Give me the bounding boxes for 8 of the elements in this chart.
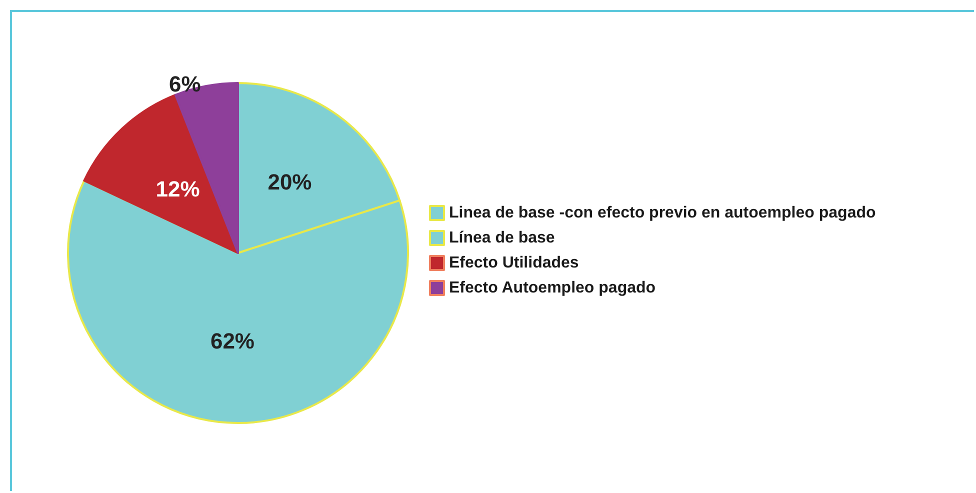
data-label: 62% [210, 328, 254, 354]
data-label: 12% [156, 176, 200, 202]
legend-label: Línea de base [449, 230, 555, 246]
legend-label: Efecto Utilidades [449, 254, 579, 272]
data-label: 6% [168, 72, 201, 97]
legend-label: Linea de base -con efecto previo en autoempleo pagado [449, 204, 876, 222]
legend-label: Efecto Autoempleo pagado [449, 280, 656, 296]
data-label: 20% [268, 169, 312, 194]
